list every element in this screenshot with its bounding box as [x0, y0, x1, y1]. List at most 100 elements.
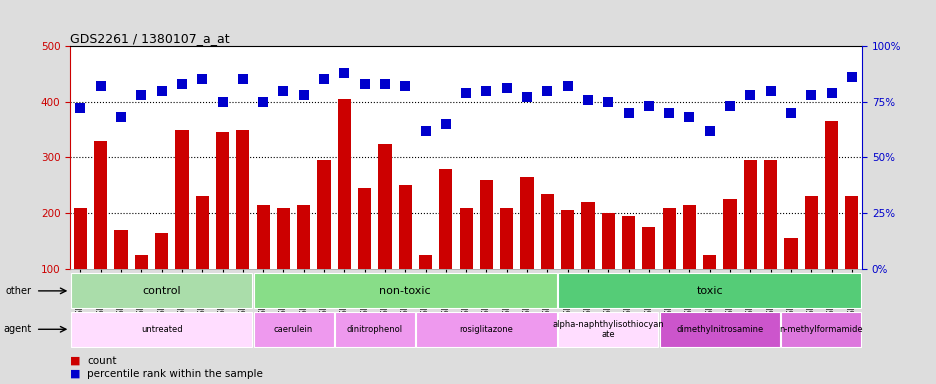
Bar — [135, 255, 148, 269]
Text: dinitrophenol: dinitrophenol — [346, 325, 402, 334]
Text: caerulein: caerulein — [273, 325, 313, 334]
Bar — [254, 273, 556, 308]
Bar — [561, 210, 574, 269]
Text: n-methylformamide: n-methylformamide — [779, 325, 862, 334]
Point — [722, 103, 737, 109]
Bar — [154, 233, 168, 269]
Point — [357, 81, 372, 87]
Text: ■: ■ — [70, 356, 80, 366]
Bar — [71, 312, 252, 347]
Bar — [416, 312, 556, 347]
Bar — [844, 197, 857, 269]
Bar — [558, 312, 658, 347]
Point — [621, 110, 636, 116]
Bar — [479, 180, 492, 269]
Bar — [378, 144, 391, 269]
Point — [154, 88, 169, 94]
Text: agent: agent — [4, 324, 32, 334]
Point — [296, 92, 311, 98]
Text: dimethylnitrosamine: dimethylnitrosamine — [676, 325, 763, 334]
Point — [174, 81, 189, 87]
Bar — [783, 238, 797, 269]
Bar — [175, 129, 188, 269]
Bar — [723, 199, 736, 269]
Bar — [580, 202, 594, 269]
Bar — [459, 208, 473, 269]
Text: rosiglitazone: rosiglitazone — [459, 325, 513, 334]
Bar — [74, 208, 87, 269]
Text: untreated: untreated — [140, 325, 183, 334]
Bar — [254, 312, 333, 347]
Point — [499, 85, 514, 91]
Point — [113, 114, 128, 121]
Point — [377, 81, 392, 87]
Point — [519, 94, 534, 100]
Point — [195, 76, 210, 83]
Text: GDS2261 / 1380107_a_at: GDS2261 / 1380107_a_at — [70, 32, 229, 45]
Bar — [418, 255, 431, 269]
Bar — [256, 205, 270, 269]
Bar — [519, 177, 534, 269]
Point — [478, 88, 493, 94]
Bar — [215, 132, 229, 269]
Text: toxic: toxic — [695, 286, 723, 296]
Point — [459, 90, 473, 96]
Point — [681, 114, 696, 121]
Bar — [558, 273, 860, 308]
Bar — [71, 273, 252, 308]
Text: percentile rank within the sample: percentile rank within the sample — [87, 369, 263, 379]
Point — [398, 83, 413, 89]
Bar — [682, 205, 695, 269]
Bar — [358, 188, 371, 269]
Point — [539, 88, 554, 94]
Point — [438, 121, 453, 127]
Point — [742, 92, 757, 98]
Text: alpha-naphthylisothiocyan
ate: alpha-naphthylisothiocyan ate — [552, 319, 664, 339]
Text: control: control — [142, 286, 181, 296]
Bar — [622, 216, 635, 269]
Point — [417, 127, 432, 134]
Bar — [781, 312, 860, 347]
Point — [256, 99, 271, 105]
Bar — [236, 129, 249, 269]
Bar — [196, 197, 209, 269]
Point — [762, 88, 777, 94]
Point — [337, 70, 352, 76]
Point — [235, 76, 250, 83]
Point — [640, 103, 655, 109]
Bar — [94, 141, 108, 269]
Bar — [702, 255, 716, 269]
Point — [782, 110, 797, 116]
Bar — [763, 160, 777, 269]
Point — [316, 76, 331, 83]
Bar — [824, 121, 838, 269]
Bar — [334, 312, 415, 347]
Bar — [297, 205, 310, 269]
Point — [560, 83, 575, 89]
Bar — [641, 227, 655, 269]
Text: ■: ■ — [70, 369, 80, 379]
Bar — [743, 160, 756, 269]
Bar — [662, 208, 675, 269]
Bar — [540, 194, 553, 269]
Bar — [804, 197, 817, 269]
Point — [214, 99, 230, 105]
Point — [94, 83, 108, 89]
Bar — [500, 208, 513, 269]
Bar — [601, 213, 614, 269]
Point — [275, 88, 290, 94]
Point — [73, 105, 88, 111]
Bar — [398, 185, 412, 269]
Bar — [317, 160, 330, 269]
Bar — [276, 208, 290, 269]
Point — [843, 74, 858, 80]
Bar — [439, 169, 452, 269]
Text: non-toxic: non-toxic — [379, 286, 431, 296]
Point — [803, 92, 818, 98]
Point — [702, 127, 717, 134]
Point — [661, 110, 676, 116]
Bar — [659, 312, 780, 347]
Bar — [337, 99, 351, 269]
Text: count: count — [87, 356, 116, 366]
Text: other: other — [6, 286, 32, 296]
